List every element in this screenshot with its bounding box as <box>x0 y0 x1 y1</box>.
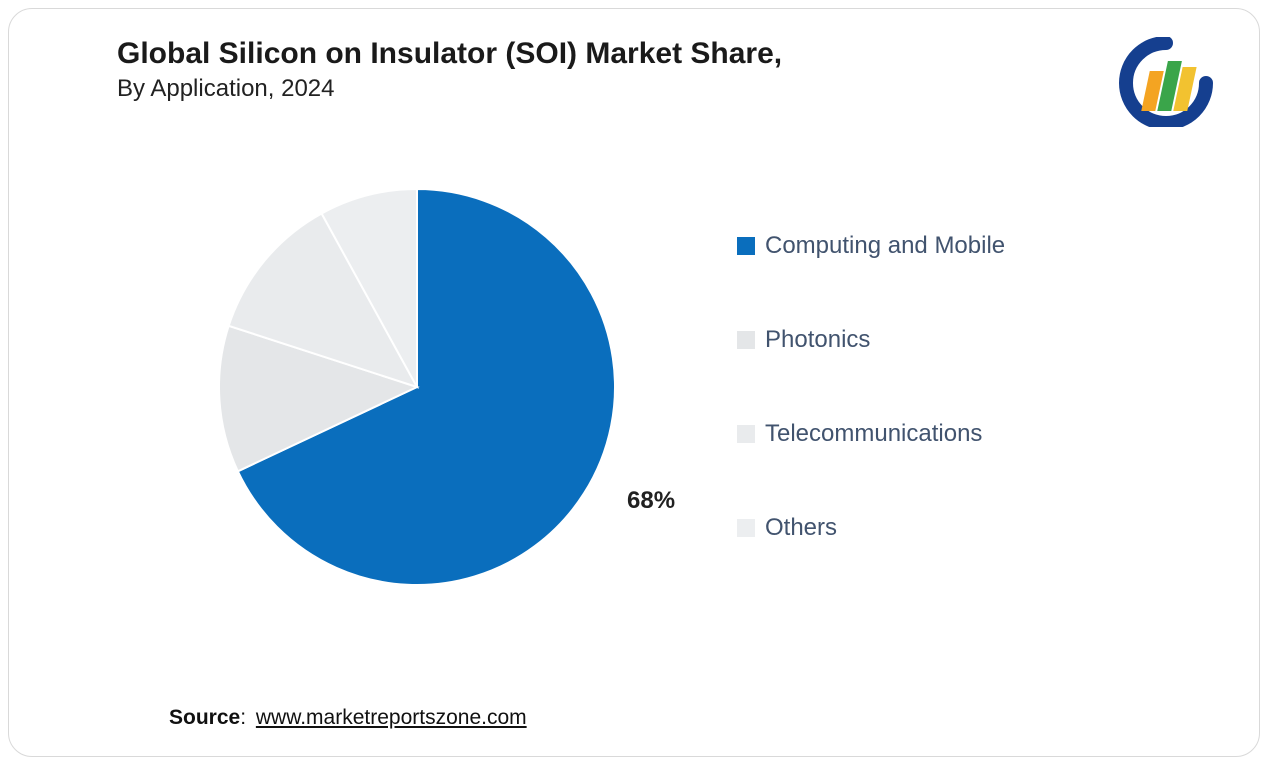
pie-chart: 68% <box>217 187 617 587</box>
chart-title: Global Silicon on Insulator (SOI) Market… <box>117 37 782 71</box>
header-row: Global Silicon on Insulator (SOI) Market… <box>47 37 1221 127</box>
legend-swatch-icon <box>737 425 755 443</box>
chart-area: 68% Computing and Mobile Photonics Telecom… <box>47 187 1221 587</box>
source-url: www.marketreportszone.com <box>256 706 527 729</box>
legend-label: Others <box>765 514 837 542</box>
source-label: Source <box>169 706 240 729</box>
legend-label: Photonics <box>765 326 870 354</box>
brand-logo <box>1111 37 1221 127</box>
legend-item: Others <box>737 514 1005 542</box>
pie-svg <box>217 187 617 587</box>
legend-item: Photonics <box>737 326 1005 354</box>
legend-label: Telecommunications <box>765 420 982 448</box>
chart-card: Global Silicon on Insulator (SOI) Market… <box>8 8 1260 757</box>
source-line: Source: www.marketreportszone.com <box>169 706 527 730</box>
legend-swatch-icon <box>737 519 755 537</box>
legend-item: Telecommunications <box>737 420 1005 448</box>
legend-label: Computing and Mobile <box>765 232 1005 260</box>
legend-item: Computing and Mobile <box>737 232 1005 260</box>
legend-swatch-icon <box>737 237 755 255</box>
brand-logo-svg <box>1111 37 1221 127</box>
legend: Computing and Mobile Photonics Telecommuni… <box>737 232 1005 542</box>
legend-swatch-icon <box>737 331 755 349</box>
title-block: Global Silicon on Insulator (SOI) Market… <box>47 37 782 103</box>
pie-callout-label: 68% <box>627 487 675 515</box>
chart-subtitle: By Application, 2024 <box>117 75 782 103</box>
